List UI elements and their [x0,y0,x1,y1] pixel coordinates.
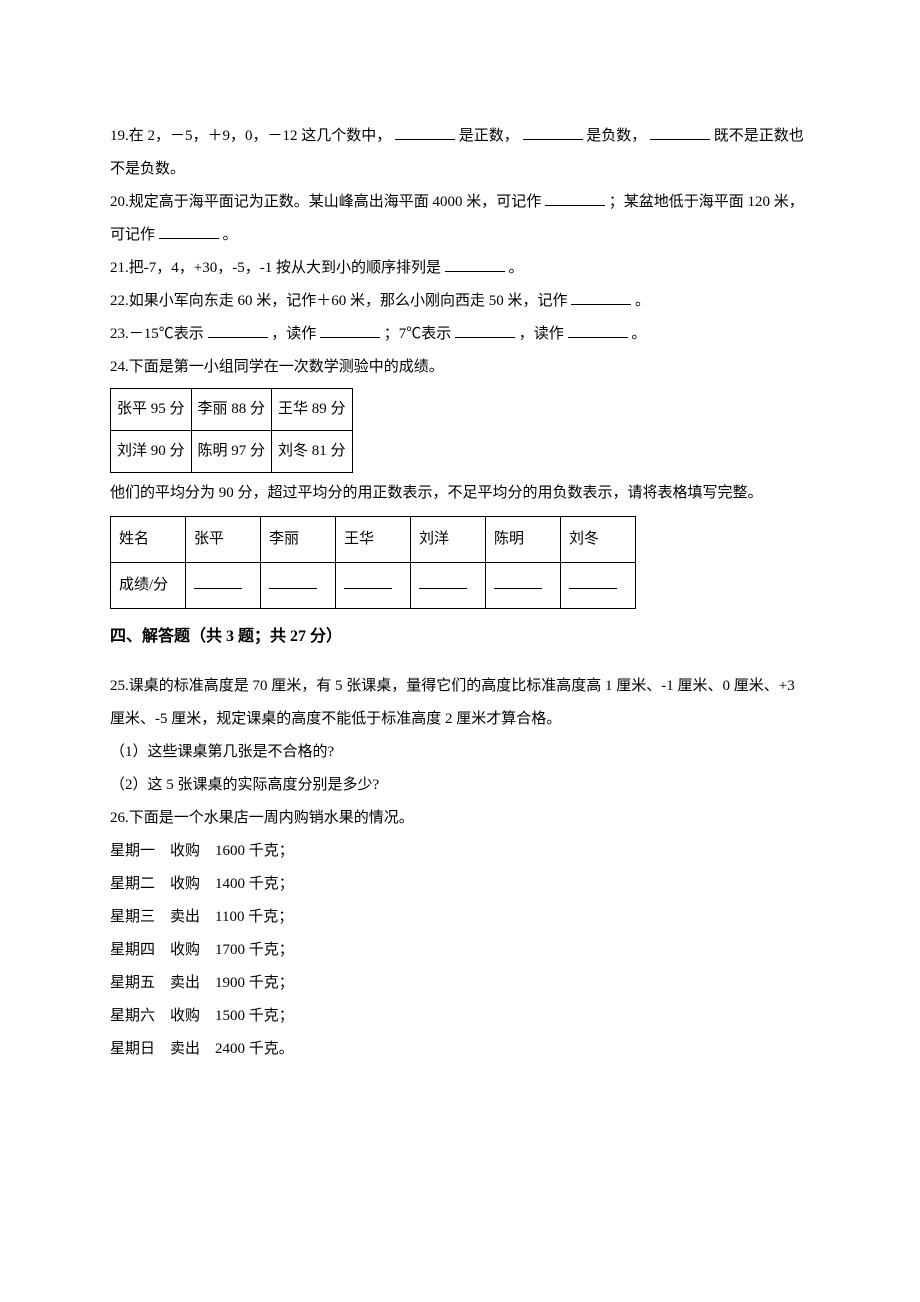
q26-row: 星期五 卖出 1900 千克； [110,967,810,1000]
q23-p1: 23.－15℃表示 [110,326,204,342]
q26-day: 星期二 [110,876,155,892]
q23-p4: ，读作 [519,326,564,342]
q26-act: 卖出 [170,909,200,925]
q22-blank[interactable] [571,289,631,305]
answer-cell[interactable] [486,563,561,609]
q26-day: 星期一 [110,843,155,859]
header-cell: 王华 [336,517,411,563]
q24-scores-table: 张平 95 分 李丽 88 分 王华 89 分 刘洋 90 分 陈明 97 分 … [110,388,353,473]
cell: 张平 95 分 [111,389,192,431]
q26-day: 星期六 [110,1008,155,1024]
q20-prefix: 20.规定高于海平面记为正数。某山峰高出海平面 4000 米，可记作 [110,194,541,210]
q26-act: 收购 [170,1008,200,1024]
q20-suffix: 。 [223,227,238,243]
header-cell: 陈明 [486,517,561,563]
question-19: 19.在 2，－5，＋9，0，－12 这几个数中， 是正数， 是负数， 既不是正… [110,120,810,186]
q26-act: 卖出 [170,975,200,991]
q26-amount: 2400 千克。 [215,1041,294,1057]
q20-blank-2[interactable] [159,223,219,239]
cell: 刘冬 81 分 [272,431,353,473]
q22-suffix: 。 [635,293,650,309]
answer-cell[interactable] [261,563,336,609]
q26-act: 收购 [170,876,200,892]
table-row: 张平 95 分 李丽 88 分 王华 89 分 [111,389,353,431]
q23-blank-2[interactable] [320,322,380,338]
header-cell: 刘冬 [561,517,636,563]
q19-blank-3[interactable] [650,124,710,140]
q19-prefix: 19.在 2，－5，＋9，0，－12 这几个数中， [110,128,391,144]
q23-blank-4[interactable] [568,322,628,338]
rowlabel-cell: 成绩/分 [111,563,186,609]
q23-blank-3[interactable] [455,322,515,338]
question-26-line1: 26.下面是一个水果店一周内购销水果的情况。 [110,802,810,835]
table-row: 刘洋 90 分 陈明 97 分 刘冬 81 分 [111,431,353,473]
cell: 陈明 97 分 [191,431,272,473]
table-row: 姓名 张平 李丽 王华 刘洋 陈明 刘冬 [111,517,636,563]
question-21: 21.把-7，4，+30，-5，-1 按从大到小的顺序排列是 。 [110,252,810,285]
question-20: 20.规定高于海平面记为正数。某山峰高出海平面 4000 米，可记作 ；某盆地低… [110,186,810,252]
question-25-sub2: （2）这 5 张课桌的实际高度分别是多少? [110,769,810,802]
question-22: 22.如果小军向东走 60 米，记作＋60 米，那么小刚向西走 50 米，记作 … [110,285,810,318]
q26-day: 星期日 [110,1041,155,1057]
cell: 王华 89 分 [272,389,353,431]
question-25-line1: 25.课桌的标准高度是 70 厘米，有 5 张课桌，量得它们的高度比标准高度高 … [110,670,810,736]
q26-act: 收购 [170,942,200,958]
answer-cell[interactable] [411,563,486,609]
table-row: 成绩/分 [111,563,636,609]
q26-amount: 1500 千克； [215,1008,294,1024]
q26-amount: 1400 千克； [215,876,294,892]
q23-p2: ，读作 [271,326,316,342]
answer-cell[interactable] [561,563,636,609]
page-content: 19.在 2，－5，＋9，0，－12 这几个数中， 是正数， 是负数， 既不是正… [0,0,920,1146]
header-cell: 刘洋 [411,517,486,563]
question-24-line1: 24.下面是第一小组同学在一次数学测验中的成绩。 [110,351,810,384]
q20-blank-1[interactable] [545,190,605,206]
q23-p3: ；7℃表示 [384,326,452,342]
q19-mid2: 是负数， [586,128,646,144]
section-4-title: 四、解答题（共 3 题；共 27 分） [110,619,810,654]
q23-p5: 。 [631,326,646,342]
q24-answer-table: 姓名 张平 李丽 王华 刘洋 陈明 刘冬 成绩/分 [110,516,636,609]
q26-rows: 星期一 收购 1600 千克； 星期二 收购 1400 千克； 星期三 卖出 1… [110,835,810,1066]
q23-blank-1[interactable] [208,322,268,338]
q26-act: 收购 [170,843,200,859]
q21-prefix: 21.把-7，4，+30，-5，-1 按从大到小的顺序排列是 [110,260,441,276]
answer-cell[interactable] [336,563,411,609]
q26-amount: 1600 千克； [215,843,294,859]
question-24-line2: 他们的平均分为 90 分，超过平均分的用正数表示，不足平均分的用负数表示，请将表… [110,477,810,510]
q26-day: 星期五 [110,975,155,991]
question-25-sub1: （1）这些课桌第几张是不合格的? [110,736,810,769]
q26-amount: 1900 千克； [215,975,294,991]
q26-day: 星期三 [110,909,155,925]
q26-row: 星期日 卖出 2400 千克。 [110,1033,810,1066]
header-cell: 李丽 [261,517,336,563]
header-cell: 张平 [186,517,261,563]
q26-row: 星期四 收购 1700 千克； [110,934,810,967]
q26-day: 星期四 [110,942,155,958]
cell: 刘洋 90 分 [111,431,192,473]
q19-blank-2[interactable] [523,124,583,140]
q26-act: 卖出 [170,1041,200,1057]
q26-row: 星期一 收购 1600 千克； [110,835,810,868]
q26-amount: 1700 千克； [215,942,294,958]
q26-row: 星期三 卖出 1100 千克； [110,901,810,934]
q26-row: 星期六 收购 1500 千克； [110,1000,810,1033]
q19-blank-1[interactable] [395,124,455,140]
answer-cell[interactable] [186,563,261,609]
q26-amount: 1100 千克； [215,909,293,925]
cell: 李丽 88 分 [191,389,272,431]
q19-mid1: 是正数， [459,128,519,144]
q21-blank[interactable] [445,256,505,272]
question-23: 23.－15℃表示 ，读作 ；7℃表示 ，读作 。 [110,318,810,351]
q26-row: 星期二 收购 1400 千克； [110,868,810,901]
q22-prefix: 22.如果小军向东走 60 米，记作＋60 米，那么小刚向西走 50 米，记作 [110,293,568,309]
q21-suffix: 。 [508,260,523,276]
header-cell: 姓名 [111,517,186,563]
